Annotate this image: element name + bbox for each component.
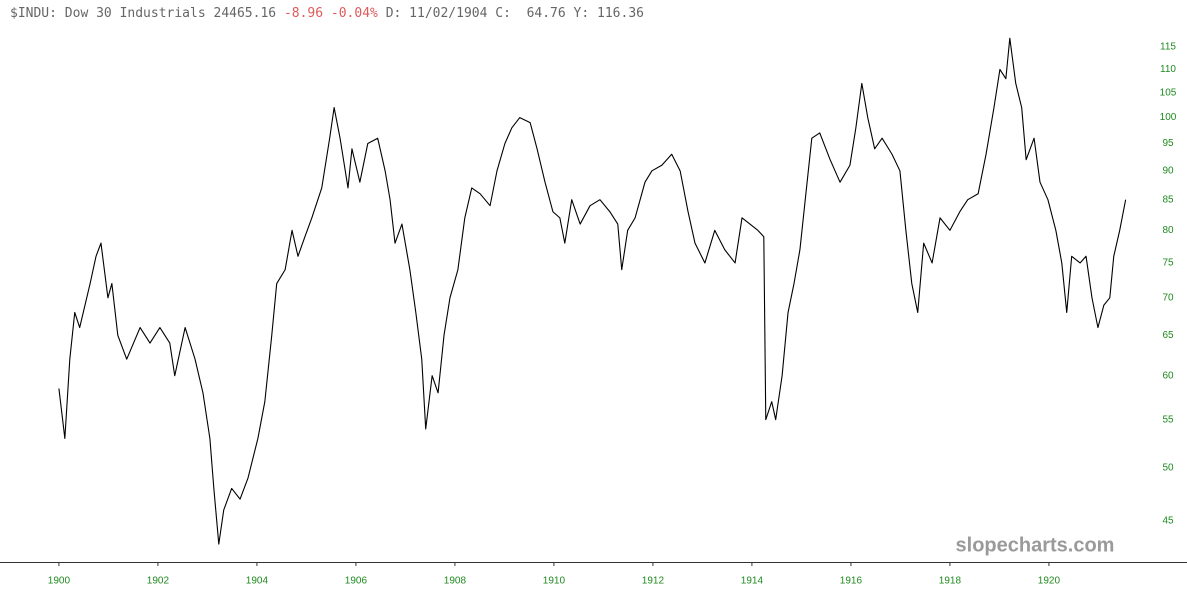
x-tick-label: 1902	[147, 576, 170, 587]
chart-title: $INDU: Dow 30 Industrials 24465.16 -8.96…	[10, 6, 644, 21]
y-tick-label: 95	[1162, 138, 1174, 149]
y-tick-label: 80	[1162, 225, 1174, 236]
x-tick-label: 1908	[444, 576, 467, 587]
y-tick-label: 105	[1160, 88, 1177, 99]
info: D: 11/02/1904 C: 64.76 Y: 116.36	[386, 6, 644, 21]
title: $INDU: Dow 30 Industrials 24465.16	[10, 6, 276, 21]
price-line	[58, 37, 1127, 545]
x-tick-label: 1912	[642, 576, 665, 587]
x-tick-label: 1918	[939, 576, 962, 587]
y-tick-label: 85	[1162, 194, 1174, 205]
y-tick-label: 75	[1162, 258, 1174, 269]
y-tick-label: 70	[1162, 292, 1174, 303]
y-tick-label: 115	[1160, 42, 1176, 53]
x-tick-label: 1916	[840, 576, 863, 587]
y-tick-label: 55	[1162, 414, 1174, 425]
x-tick-label: 1910	[543, 576, 566, 587]
watermark: slopecharts.com	[956, 534, 1115, 556]
x-tick-label: 1920	[1038, 576, 1061, 587]
y-tick-label: 110	[1160, 64, 1176, 75]
y-tick-label: 65	[1162, 330, 1174, 341]
x-tick-label: 1904	[246, 576, 269, 587]
x-tick-label: 1900	[48, 576, 71, 587]
x-tick-label: 1906	[345, 576, 368, 587]
change: -8.96 -0.04%	[284, 6, 378, 21]
y-tick-label: 90	[1162, 165, 1174, 176]
x-tick-label: 1914	[741, 576, 764, 587]
y-tick-label: 45	[1162, 516, 1174, 527]
y-tick-label: 60	[1162, 370, 1174, 381]
y-tick-label: 100	[1160, 112, 1177, 123]
y-tick-label: 50	[1162, 462, 1174, 473]
